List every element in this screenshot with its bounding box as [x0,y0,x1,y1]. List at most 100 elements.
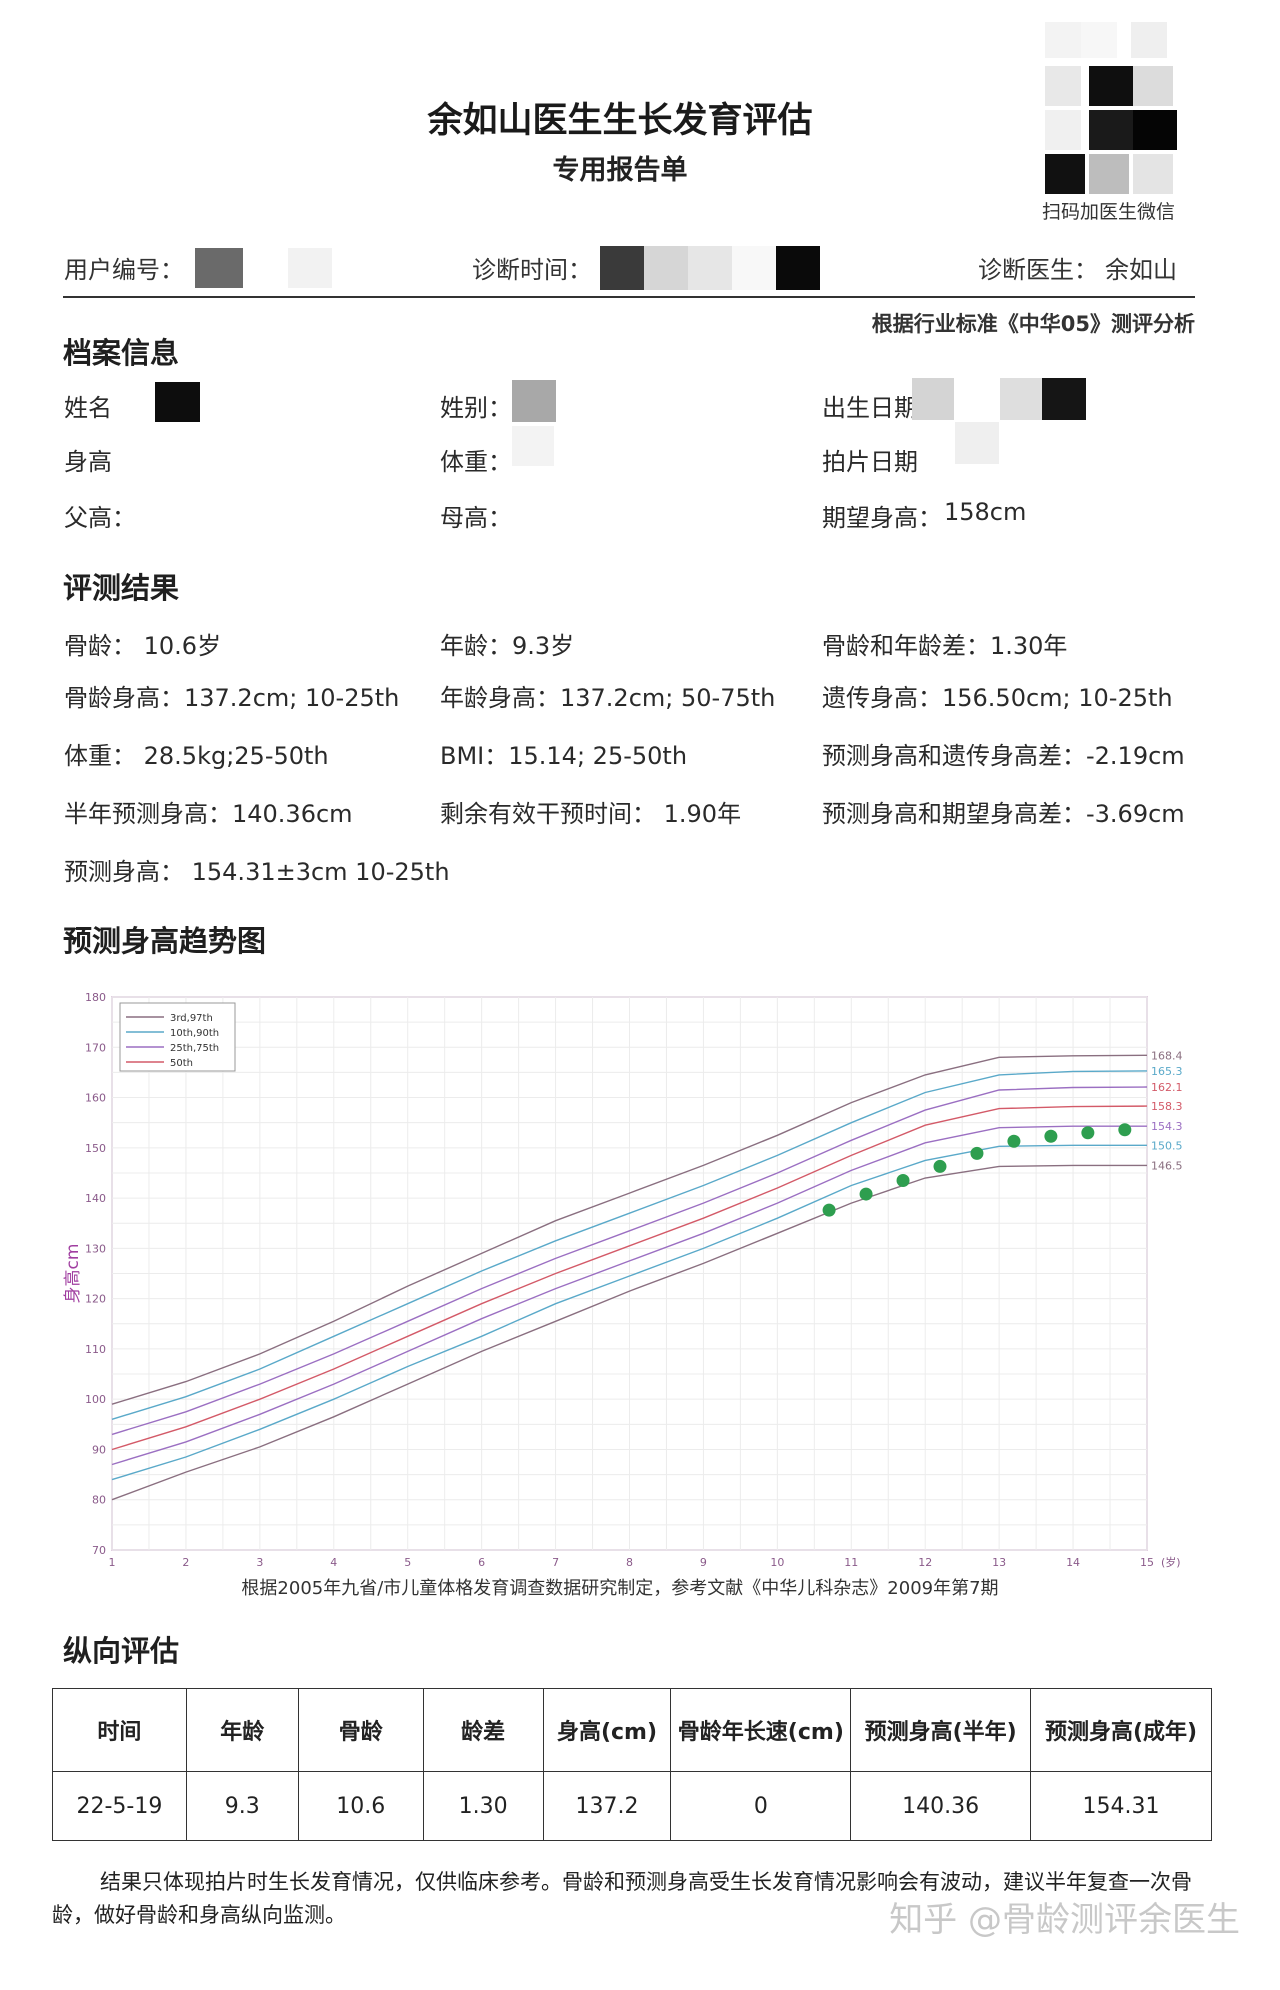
y-tick-label: 90 [92,1443,106,1456]
prediction-point [859,1187,873,1201]
result-bone-age: 骨龄： 10.6岁 [64,632,222,660]
result-genetic-height: 遗传身高：156.50cm; 10-25th [822,684,1173,712]
prediction-point [1118,1123,1132,1137]
result-pred-vs-genetic: 预测身高和遗传身高差：-2.19cm [822,742,1185,770]
y-tick-label: 170 [85,1041,106,1054]
prediction-point [1007,1134,1021,1148]
y-tick-label: 180 [85,991,106,1004]
result-age-height: 年龄身高：137.2cm; 50-75th [440,684,776,712]
x-tick-label: 6 [478,1556,485,1569]
y-tick-label: 140 [85,1192,106,1205]
redaction-mark [512,426,554,466]
series-line [111,1054,1148,1405]
series-end-label: 165.3 [1151,1065,1183,1078]
result-pred-vs-expected: 预测身高和期望身高差：-3.69cm [822,800,1185,828]
x-tick-label: 14 [1066,1556,1080,1569]
table-cell: 1.30 [422,1771,544,1841]
table-header-row: 时间 年龄 骨龄 龄差 身高(cm) 骨龄年长速(cm) 预测身高(半年) 预测… [52,1688,1212,1772]
table-cell: 10.6 [297,1771,424,1841]
result-age: 年龄：9.3岁 [440,632,575,660]
prediction-point [933,1159,947,1173]
result-half-year-prediction: 半年预测身高：140.36cm [64,800,353,828]
xray-date-label: 拍片日期 [822,448,918,476]
table-header: 身高(cm) [542,1688,672,1772]
table-cell: 22-5-19 [52,1771,187,1841]
result-bone-age-height: 骨龄身高：137.2cm; 10-25th [64,684,400,712]
series-end-label: 168.4 [1151,1049,1183,1062]
doctor-label: 诊断医生： [978,256,1098,284]
table-header: 骨龄 [297,1688,424,1772]
prediction-point [896,1173,910,1187]
series-end-label: 158.3 [1151,1100,1183,1113]
series-line [111,1070,1148,1420]
redaction-mark [1042,378,1086,420]
x-tick-label: 10 [770,1556,784,1569]
legend-label: 10th,90th [170,1028,219,1039]
table-cell: 154.31 [1030,1771,1212,1841]
redaction-mark [195,248,243,288]
result-remaining-time: 剩余有效干预时间： 1.90年 [440,800,742,828]
expected-height-label: 期望身高： [822,504,942,532]
weight-label: 体重： [440,448,512,476]
longitudinal-table: 时间 年龄 骨龄 龄差 身高(cm) 骨龄年长速(cm) 预测身高(半年) 预测… [52,1688,1212,1841]
redaction-mark [600,246,644,290]
legend-label: 25th,75th [170,1043,219,1054]
trend-heading: 预测身高趋势图 [63,924,267,958]
series-line [111,1105,1148,1451]
header-divider [63,296,1195,298]
table-header: 年龄 [185,1688,299,1772]
y-tick-label: 120 [85,1293,106,1306]
doctor-name: 余如山 [1105,256,1177,284]
legend-label: 3rd,97th [170,1013,213,1024]
legend-label: 50th [170,1058,193,1069]
series-line [111,1125,1147,1466]
y-tick-label: 80 [92,1494,106,1507]
legend-box [119,1002,236,1072]
redaction-mark [512,380,556,422]
series-line [111,1086,1148,1436]
standard-note: 根据行业标准《中华05》测评分析 [871,312,1195,336]
table-cell: 137.2 [542,1771,672,1841]
watermark: 知乎 @骨龄测评余医生 [889,1900,1240,1940]
y-tick-label: 110 [85,1343,106,1356]
result-bmi: BMI：15.14; 25-50th [440,742,688,770]
user-id-label: 用户编号： [64,256,184,284]
table-header: 骨龄年长速(cm) [670,1688,852,1772]
redaction-mark [912,378,954,420]
chart-caption: 根据2005年九省/市儿童体格发育调查数据研究制定，参考文献《中华儿科杂志》20… [241,1578,999,1599]
x-tick-label: 11 [844,1556,858,1569]
qr-caption: 扫码加医生微信 [1042,201,1176,223]
x-tick-label: 9 [700,1556,707,1569]
x-tick-label: 2 [182,1556,189,1569]
birth-label: 出生日期 [822,394,918,422]
y-axis-label: 身高cm [63,1244,83,1304]
profile-heading: 档案信息 [63,336,180,370]
table-cell: 140.36 [850,1771,1032,1841]
series-end-label: 154.3 [1151,1120,1183,1133]
redaction-mark [1000,378,1042,420]
father-height-label: 父高： [64,504,136,532]
x-tick-label: 5 [404,1556,411,1569]
x-tick-label: 1 [109,1556,116,1569]
result-age-diff: 骨龄和年龄差：1.30年 [822,632,1068,660]
redaction-mark [955,422,999,464]
table-cell: 9.3 [185,1771,299,1841]
series-end-label: 150.5 [1151,1139,1183,1152]
series-line [111,1164,1147,1501]
series-end-label: 146.5 [1151,1159,1183,1172]
table-header: 预测身高(半年) [850,1688,1032,1772]
redaction-mark [732,246,776,290]
report-title: 余如山医生生长发育评估 [427,101,813,141]
redaction-mark [288,248,332,288]
qr-code [1045,22,1185,197]
x-tick-label: 4 [330,1556,337,1569]
report-subtitle: 专用报告单 [552,155,688,186]
prediction-point [970,1146,984,1160]
mother-height-label: 母高： [440,504,512,532]
redaction-mark [155,382,200,422]
series-end-label: 162.1 [1151,1081,1183,1094]
results-heading: 评测结果 [63,571,180,605]
table-header: 时间 [52,1688,187,1772]
y-tick-label: 160 [85,1092,106,1105]
